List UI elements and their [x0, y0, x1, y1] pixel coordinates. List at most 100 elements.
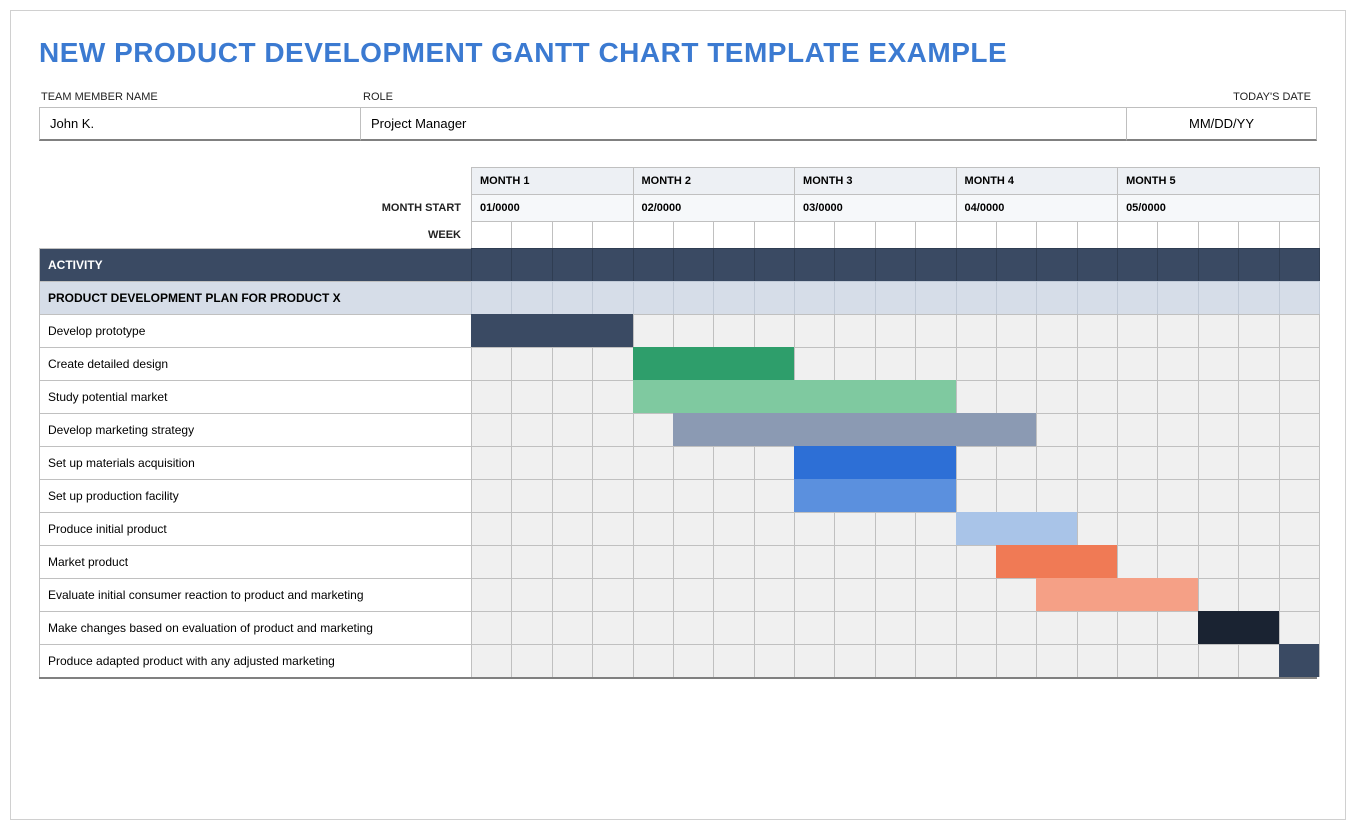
task-cell	[471, 479, 511, 512]
task-cell	[511, 380, 551, 413]
task-cell	[1117, 479, 1157, 512]
task-label: Set up materials acquisition	[39, 446, 471, 479]
task-cell	[511, 479, 551, 512]
task-cell	[1238, 611, 1278, 644]
week-cell-7	[754, 221, 794, 248]
task-cell	[1157, 446, 1197, 479]
task-cell	[1238, 578, 1278, 611]
task-cell	[996, 512, 1036, 545]
task-cell	[834, 512, 874, 545]
gantt-chart: MONTH START WEEK MONTH 1MONTH 2MONTH 3MO…	[39, 167, 1317, 679]
task-cell	[794, 413, 834, 446]
month-cell-3: MONTH 4	[956, 167, 1118, 194]
task-cell	[1198, 545, 1238, 578]
cell-12	[956, 281, 996, 314]
task-label: Set up production facility	[39, 479, 471, 512]
task-cell	[834, 347, 874, 380]
task-cell	[511, 413, 551, 446]
task-cell	[673, 578, 713, 611]
task-cell	[956, 512, 996, 545]
task-label: Make changes based on evaluation of prod…	[39, 611, 471, 644]
task-cell	[1077, 314, 1117, 347]
task-cell	[1279, 479, 1319, 512]
task-cell	[1077, 578, 1117, 611]
task-cell	[633, 644, 673, 677]
date-value[interactable]: MM/DD/YY	[1127, 107, 1317, 141]
task-label: Produce initial product	[39, 512, 471, 545]
task-cell	[754, 380, 794, 413]
cell-3	[592, 281, 632, 314]
week-cell-16	[1117, 221, 1157, 248]
task-cell	[471, 413, 511, 446]
task-cell	[754, 314, 794, 347]
task-cell	[1279, 413, 1319, 446]
name-value[interactable]: John K.	[39, 107, 361, 141]
task-cell	[875, 512, 915, 545]
task-cell	[875, 479, 915, 512]
task-label: Develop prototype	[39, 314, 471, 347]
task-cell	[552, 446, 592, 479]
task-cell	[511, 446, 551, 479]
task-cell	[834, 446, 874, 479]
task-cell	[1157, 479, 1197, 512]
task-cell	[511, 314, 551, 347]
task-cell	[633, 314, 673, 347]
task-cell	[1117, 611, 1157, 644]
task-cell	[1036, 578, 1076, 611]
task-cell	[713, 545, 753, 578]
cell-10	[875, 281, 915, 314]
task-cell	[834, 578, 874, 611]
cell-6	[713, 248, 753, 281]
role-label: ROLE	[361, 91, 1127, 107]
task-cell	[1198, 578, 1238, 611]
task-row-8: Evaluate initial consumer reaction to pr…	[39, 578, 1317, 611]
task-cell	[915, 578, 955, 611]
task-cell	[592, 347, 632, 380]
task-cell	[592, 314, 632, 347]
task-cell	[633, 413, 673, 446]
task-cell	[834, 380, 874, 413]
month-cell-0: MONTH 1	[471, 167, 633, 194]
task-cell	[915, 611, 955, 644]
task-cell	[633, 611, 673, 644]
task-cell	[552, 413, 592, 446]
task-cell	[633, 380, 673, 413]
task-cell	[1077, 413, 1117, 446]
task-cell	[633, 479, 673, 512]
task-cell	[1157, 545, 1197, 578]
task-cell	[875, 380, 915, 413]
start-cell-4: 05/0000	[1117, 194, 1319, 221]
week-cell-19	[1238, 221, 1278, 248]
role-value[interactable]: Project Manager	[361, 107, 1127, 141]
task-cell	[673, 380, 713, 413]
task-cell	[1036, 545, 1076, 578]
task-cell	[754, 644, 794, 677]
task-cell	[1157, 380, 1197, 413]
task-cell	[875, 446, 915, 479]
task-cell	[794, 479, 834, 512]
task-cell	[834, 545, 874, 578]
cell-16	[1117, 248, 1157, 281]
task-cell	[794, 347, 834, 380]
month-header-row: MONTH 1MONTH 2MONTH 3MONTH 4MONTH 5	[471, 167, 1319, 194]
task-row-2: Study potential market	[39, 380, 1317, 413]
task-cell	[754, 512, 794, 545]
task-cell	[754, 611, 794, 644]
task-cell	[754, 446, 794, 479]
task-cell	[471, 380, 511, 413]
task-cell	[511, 347, 551, 380]
task-cell	[552, 479, 592, 512]
task-label: Develop marketing strategy	[39, 413, 471, 446]
task-cell	[633, 347, 673, 380]
task-cell	[956, 611, 996, 644]
cell-11	[915, 281, 955, 314]
task-cell	[1036, 644, 1076, 677]
task-cell	[673, 446, 713, 479]
start-cell-2: 03/0000	[794, 194, 956, 221]
task-cell	[1036, 479, 1076, 512]
task-cell	[875, 545, 915, 578]
task-row-5: Set up production facility	[39, 479, 1317, 512]
task-cell	[1238, 512, 1278, 545]
task-cell	[713, 380, 753, 413]
task-cell	[1238, 347, 1278, 380]
